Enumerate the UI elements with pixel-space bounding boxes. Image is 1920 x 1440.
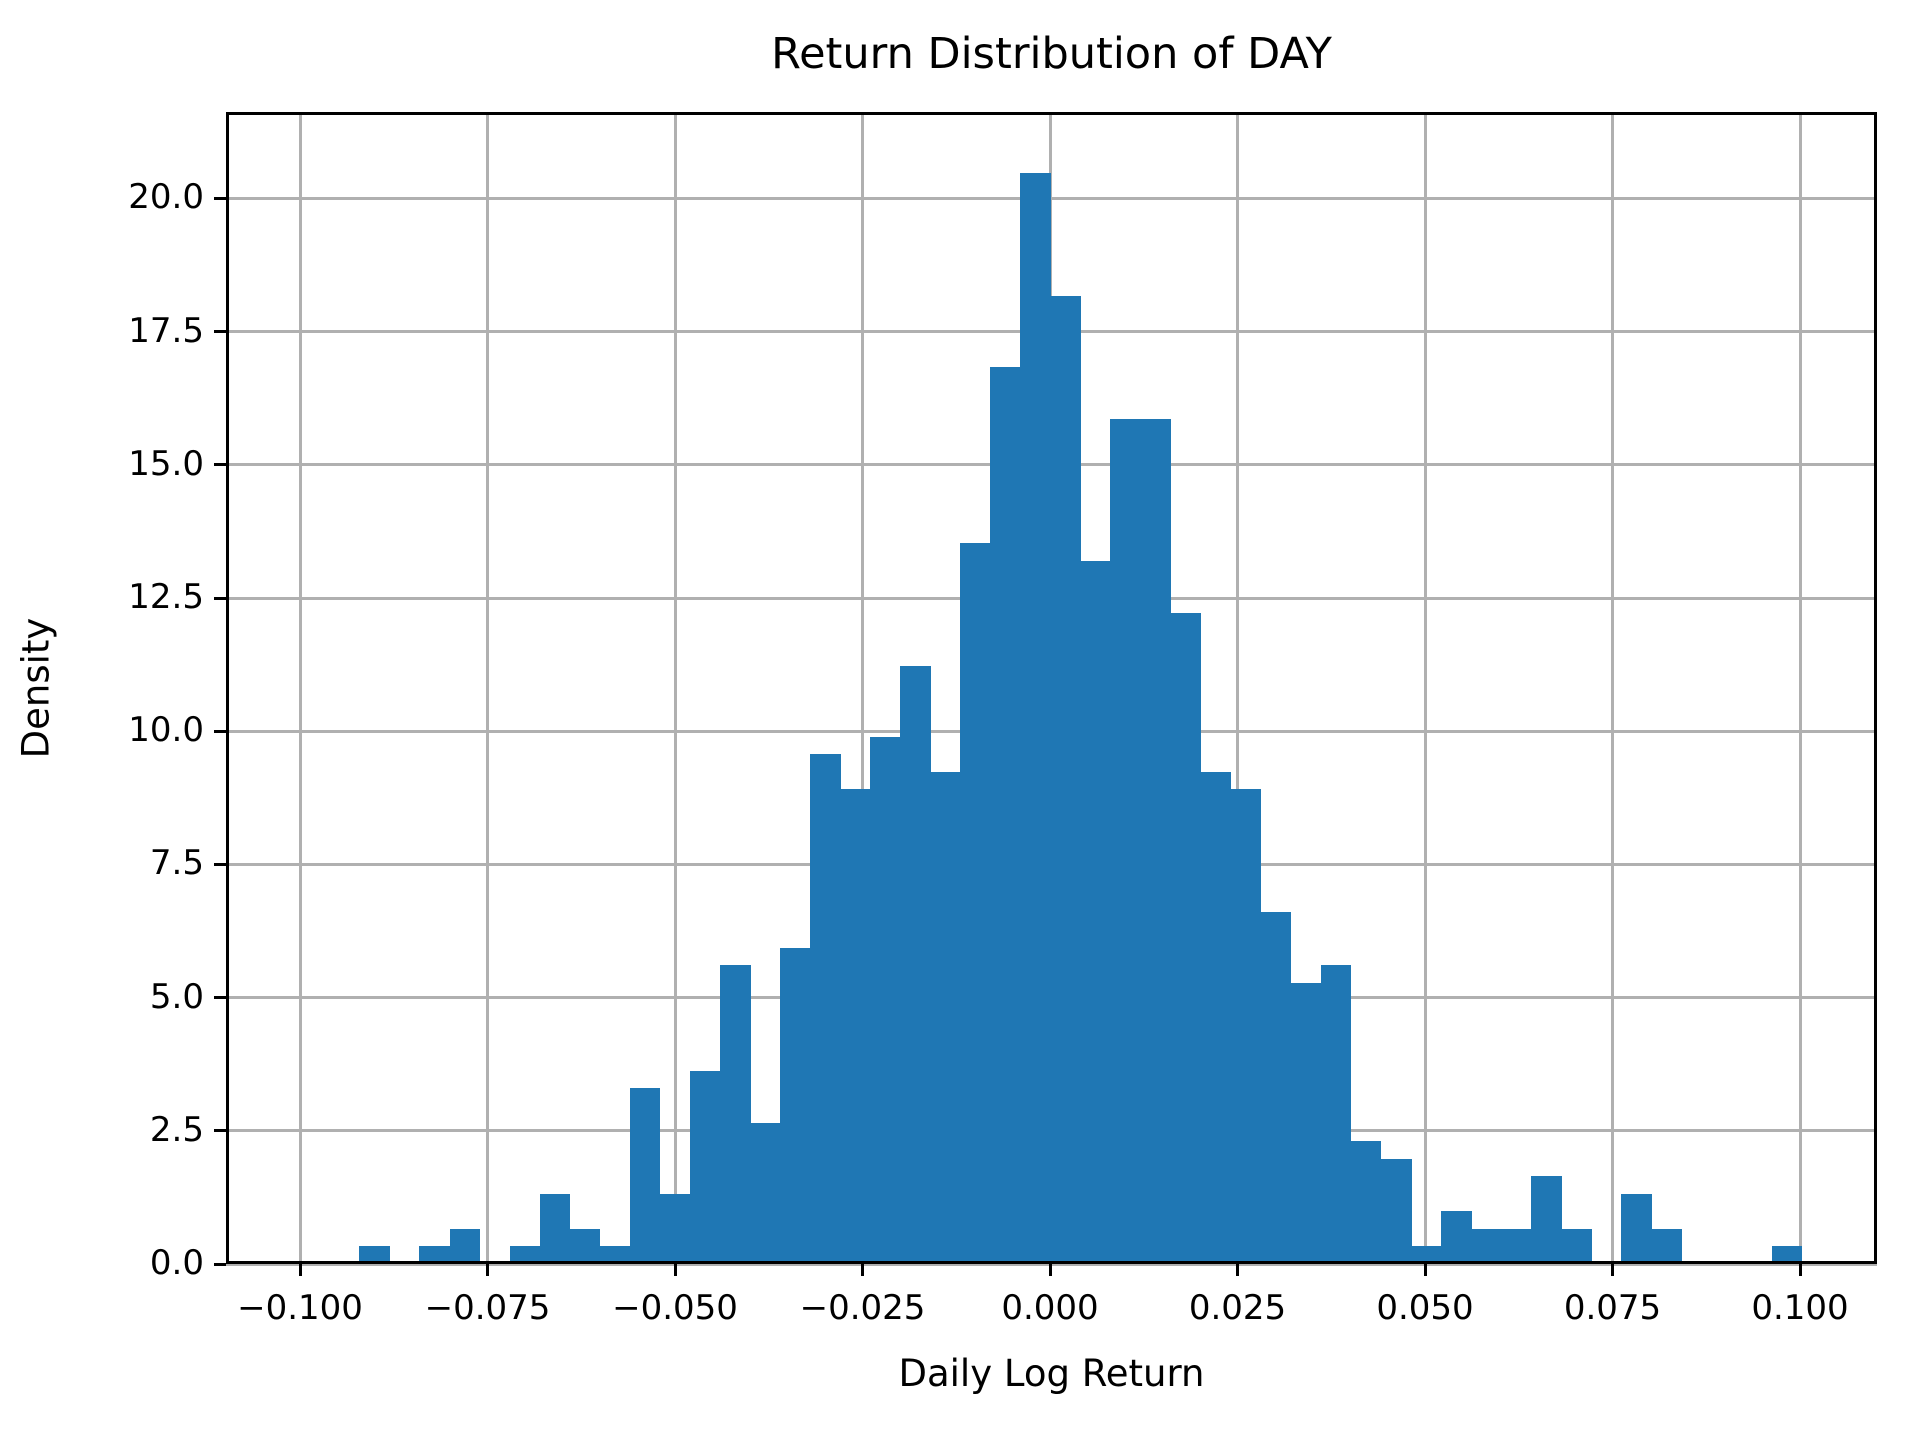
histogram-bar	[1471, 1228, 1502, 1264]
y-tick-label: 17.5	[128, 310, 204, 351]
x-gridline	[486, 112, 489, 1264]
x-tick	[1611, 1264, 1614, 1276]
histogram-bar	[569, 1228, 601, 1264]
y-tick-label: 5.0	[149, 976, 204, 1017]
x-axis-label: Daily Log Return	[898, 1352, 1205, 1395]
histogram-bar	[1561, 1228, 1592, 1264]
histogram-bar	[870, 736, 901, 1264]
histogram-bar	[1230, 789, 1262, 1264]
histogram-bar	[1170, 613, 1202, 1264]
histogram-bar	[599, 1246, 631, 1264]
x-tick-label: 0.050	[1376, 1288, 1474, 1328]
histogram-bar	[449, 1228, 481, 1264]
x-tick-label: 0.025	[1188, 1288, 1287, 1328]
histogram-bar	[1290, 982, 1322, 1264]
histogram-bar	[1531, 1176, 1562, 1264]
x-gridline	[1236, 112, 1239, 1264]
x-tick-label: 0.000	[1001, 1288, 1099, 1328]
histogram-bar	[990, 366, 1021, 1264]
y-tick	[214, 196, 226, 200]
bottom-spine	[226, 1261, 1877, 1264]
y-tick	[214, 463, 226, 467]
histogram-bar	[1771, 1246, 1803, 1264]
x-tick	[1798, 1264, 1802, 1276]
histogram-bar	[1411, 1246, 1442, 1264]
chart-title: Return Distribution of DAY	[771, 29, 1332, 79]
x-tick	[673, 1264, 677, 1276]
histogram-bar	[1080, 560, 1111, 1264]
x-tick	[486, 1264, 489, 1276]
histogram-bar	[900, 666, 931, 1264]
top-spine	[226, 112, 1877, 115]
histogram-bar	[1350, 1140, 1382, 1264]
histogram-bar	[1200, 771, 1232, 1264]
left-spine	[226, 112, 229, 1264]
x-tick-label: 0.100	[1751, 1288, 1849, 1328]
histogram-bar	[539, 1193, 571, 1264]
x-tick	[1048, 1264, 1052, 1276]
histogram-bar	[659, 1193, 691, 1264]
y-tick	[214, 862, 226, 866]
histogram-bar	[1110, 419, 1142, 1264]
y-tick-label: 2.5	[149, 1109, 204, 1150]
y-tick	[214, 729, 226, 733]
y-tick-label: 10.0	[128, 710, 204, 751]
x-tick-label: −0.100	[237, 1288, 363, 1328]
y-tick-label: 20.0	[128, 177, 204, 218]
y-gridline	[226, 196, 1877, 200]
histogram-bar	[960, 543, 991, 1264]
x-tick-label: −0.050	[612, 1288, 738, 1328]
y-tick	[214, 1262, 226, 1266]
histogram-bar	[1651, 1228, 1682, 1264]
histogram-bar	[930, 771, 961, 1264]
x-gridline	[298, 112, 302, 1264]
x-tick-label: 0.075	[1563, 1288, 1662, 1328]
histogram-bar	[1621, 1193, 1652, 1264]
histogram-bar	[1441, 1211, 1472, 1264]
x-tick	[1423, 1264, 1427, 1276]
x-gridline	[1798, 112, 1802, 1264]
y-tick	[214, 1129, 226, 1133]
y-gridline	[226, 1262, 1877, 1266]
y-tick	[214, 596, 226, 600]
histogram-bar	[359, 1246, 390, 1264]
y-tick-label: 12.5	[128, 577, 204, 617]
y-tick	[214, 330, 226, 333]
histogram-bar	[780, 947, 811, 1264]
x-gridline	[673, 112, 677, 1264]
histogram-bar	[419, 1246, 451, 1264]
histogram-bar	[810, 754, 841, 1264]
plot-area	[226, 112, 1877, 1266]
y-tick-label: 7.5	[149, 843, 204, 884]
x-tick	[1236, 1264, 1239, 1276]
histogram-bar	[689, 1070, 721, 1264]
histogram-bar	[1020, 173, 1051, 1264]
x-gridline	[861, 112, 864, 1264]
x-gridline	[1423, 112, 1427, 1264]
histogram-bar	[509, 1246, 541, 1264]
y-tick-label: 0.0	[149, 1243, 204, 1283]
x-tick	[861, 1264, 864, 1276]
histogram-bar	[1140, 419, 1172, 1264]
right-spine	[1874, 112, 1877, 1264]
histogram-bar	[749, 1123, 781, 1264]
histogram-bar	[1260, 912, 1292, 1264]
x-gridline	[1611, 112, 1614, 1264]
x-tick-label: −0.075	[424, 1288, 551, 1328]
histogram-bar	[629, 1088, 661, 1264]
histogram-bar	[840, 789, 871, 1264]
y-tick	[214, 996, 226, 1000]
histogram-bar	[1501, 1228, 1532, 1264]
y-tick-label: 15.0	[128, 443, 204, 484]
x-tick-label: −0.025	[799, 1288, 926, 1328]
histogram-bar	[1380, 1158, 1412, 1264]
histogram-bar	[1050, 296, 1082, 1264]
x-tick	[298, 1264, 302, 1276]
histogram-bar	[719, 965, 751, 1264]
histogram-bar	[1320, 965, 1352, 1264]
